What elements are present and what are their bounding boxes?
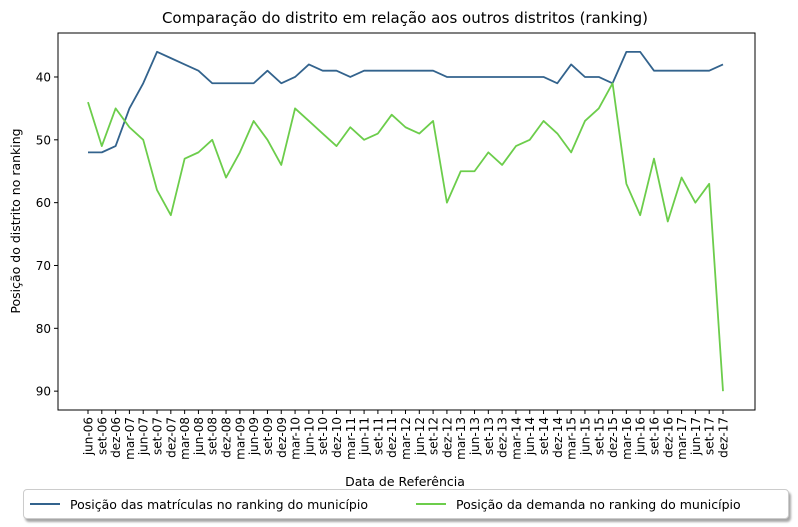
x-tick-label: set-17 [703, 417, 717, 455]
x-tick-label: mar-15 [565, 417, 579, 460]
x-axis: jun-06 set-06 dez-06 mar-07 jun-07 set-07 dez-… [82, 410, 731, 460]
x-tick-label: set-07 [151, 417, 165, 455]
x-tick-label: mar-17 [675, 417, 689, 460]
x-tick-label: dez-14 [551, 417, 565, 458]
x-tick-label: dez-15 [606, 417, 620, 458]
x-tick-label: jun-13 [468, 417, 482, 456]
plot-frame [57, 32, 756, 411]
x-tick-label: dez-16 [661, 417, 675, 458]
x-tick-label: mar-07 [123, 417, 137, 460]
y-tick-label: 80 [36, 322, 51, 336]
x-tick-label: set-14 [537, 417, 551, 455]
series-layer [87, 50, 724, 392]
x-tick-label: dez-06 [109, 417, 123, 458]
legend-entry-matriculas: Posição das matrículas no ranking do mun… [26, 497, 368, 512]
x-tick-label: jun-15 [578, 417, 592, 456]
x-tick-label: dez-11 [385, 417, 399, 458]
x-tick-label: jun-10 [302, 417, 316, 456]
x-tick-label: jun-09 [247, 417, 261, 456]
x-tick-label: mar-09 [233, 417, 247, 460]
x-tick-label: set-06 [95, 417, 109, 455]
x-tick-label: set-15 [592, 417, 606, 455]
y-tick-label: 50 [36, 133, 51, 147]
x-tick-label: mar-16 [620, 417, 634, 460]
x-tick-label: mar-12 [399, 417, 413, 460]
x-tick-label: jun-17 [689, 417, 703, 456]
x-tick-label: dez-13 [496, 417, 510, 458]
x-tick-label: jun-11 [358, 417, 372, 456]
y-tick-label: 60 [36, 196, 51, 210]
x-tick-label: jun-14 [523, 417, 537, 456]
x-tick-label: jun-08 [192, 417, 206, 456]
chart-title: Comparação do distrito em relação aos ou… [162, 9, 648, 27]
legend-label-matriculas: Posição das matrículas no ranking do mun… [70, 496, 368, 512]
y-axis: 40 50 60 70 80 90 [36, 70, 58, 399]
x-tick-label: set-16 [647, 417, 661, 455]
x-tick-label: jun-12 [413, 417, 427, 456]
x-tick-label: dez-09 [275, 417, 289, 458]
legend: Posição das matrículas no ranking do mun… [23, 489, 789, 519]
x-tick-label: dez-07 [164, 417, 178, 458]
x-tick-label: set-11 [371, 417, 385, 455]
x-tick-label: set-12 [427, 417, 441, 455]
x-tick-label: mar-14 [509, 417, 523, 460]
y-axis-label: Posição do distrito no ranking [8, 128, 23, 313]
x-tick-label: jun-06 [82, 417, 96, 456]
y-tick-label: 90 [36, 385, 51, 399]
series-line-1 [87, 82, 724, 392]
legend-swatch-demanda [415, 503, 446, 505]
x-tick-label: dez-17 [717, 417, 731, 458]
x-axis-label: Data de Referência [345, 474, 465, 489]
series-line-0 [88, 50, 724, 154]
x-tick-label: mar-10 [289, 417, 303, 460]
legend-swatch-matriculas [30, 503, 60, 505]
x-tick-label: mar-11 [344, 417, 358, 460]
x-tick-label: jun-16 [634, 417, 648, 456]
x-tick-label: mar-08 [178, 417, 192, 460]
x-tick-label: dez-08 [220, 417, 234, 458]
x-tick-label: dez-10 [330, 417, 344, 458]
x-tick-label: set-10 [316, 417, 330, 455]
x-tick-label: mar-13 [454, 417, 468, 460]
x-tick-label: set-09 [261, 417, 275, 455]
x-tick-label: jun-07 [137, 417, 151, 456]
y-tick-label: 40 [36, 70, 51, 84]
x-tick-label: dez-12 [440, 417, 454, 458]
x-tick-label: set-08 [206, 417, 220, 455]
legend-label-demanda: Posição da demanda no ranking do municíp… [455, 496, 741, 512]
legend-entry-demanda: Posição da demanda no ranking do municíp… [412, 497, 741, 512]
x-tick-label: set-13 [482, 417, 496, 455]
y-tick-label: 70 [36, 259, 51, 273]
